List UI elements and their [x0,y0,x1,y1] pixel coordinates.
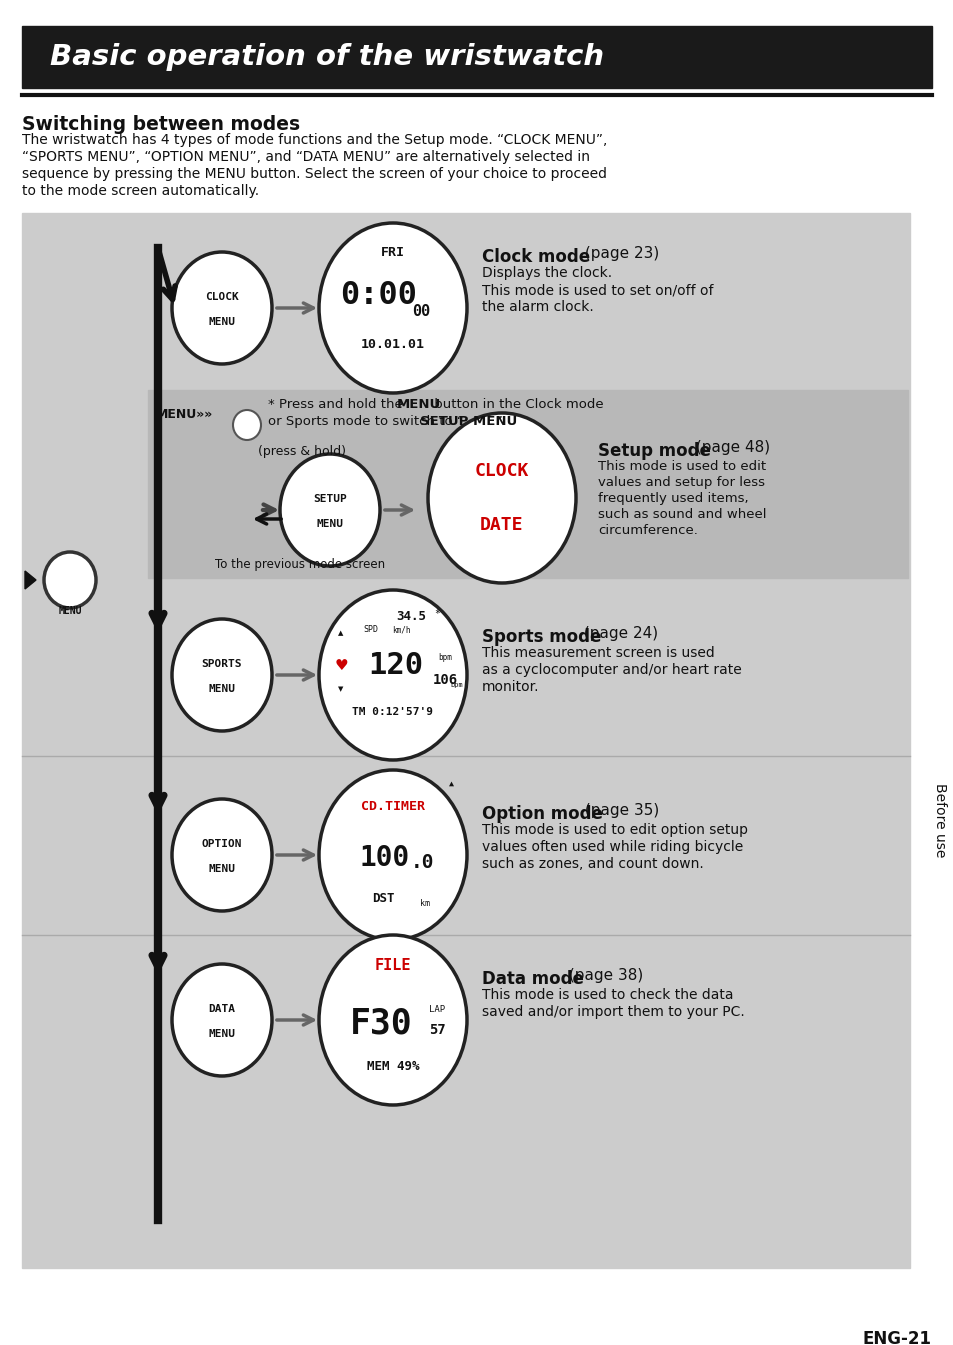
Text: MENU: MENU [209,317,235,327]
Text: 34.5: 34.5 [395,611,426,624]
Text: saved and/or import them to your PC.: saved and/or import them to your PC. [481,1005,744,1020]
Text: TM 0:12'57'9: TM 0:12'57'9 [352,707,433,717]
Text: F30: F30 [350,1007,412,1041]
Text: SETUP: SETUP [313,494,347,504]
Text: This mode is used to set on/off of: This mode is used to set on/off of [481,282,713,297]
Text: LAP: LAP [429,1006,445,1014]
Text: Setup mode: Setup mode [598,443,710,460]
Text: 106: 106 [432,672,457,687]
Text: (page 23): (page 23) [579,246,659,261]
Text: MENU: MENU [209,1029,235,1038]
Text: (page 24): (page 24) [578,625,658,642]
Text: MENU: MENU [396,398,441,412]
Text: FRI: FRI [380,246,405,258]
Text: bpm: bpm [437,652,452,662]
Text: DST: DST [372,893,394,905]
Text: or Sports mode to switch to “: or Sports mode to switch to “ [268,416,463,428]
Text: MENU: MENU [209,863,235,874]
Text: as a cyclocomputer and/or heart rate: as a cyclocomputer and/or heart rate [481,663,741,677]
Text: *: * [434,609,439,619]
Text: ▼: ▼ [338,686,343,691]
Text: DATA: DATA [209,1003,235,1014]
Text: km/h: km/h [392,625,410,635]
Text: ”.: ”. [496,416,506,428]
Ellipse shape [172,619,272,730]
Text: frequently used items,: frequently used items, [598,492,748,504]
Text: 0:00: 0:00 [340,281,417,312]
Text: sequence by pressing the MENU button. Select the screen of your choice to procee: sequence by pressing the MENU button. Se… [22,167,606,182]
Text: such as zones, and count down.: such as zones, and count down. [481,857,703,872]
Text: such as sound and wheel: such as sound and wheel [598,508,765,521]
Text: bpm: bpm [450,682,463,689]
Text: values and setup for less: values and setup for less [598,476,764,490]
Text: (page 48): (page 48) [690,440,769,455]
Ellipse shape [318,935,467,1106]
Ellipse shape [428,413,576,582]
Bar [22,213,909,1268]
Text: SPORTS: SPORTS [201,659,242,668]
Bar [22,26,931,87]
Text: FILE: FILE [375,959,411,974]
Text: “SPORTS MENU”, “OPTION MENU”, and “DATA MENU” are alternatively selected in: “SPORTS MENU”, “OPTION MENU”, and “DATA … [22,151,589,164]
Text: Data mode: Data mode [481,970,583,989]
Text: 10.01.01: 10.01.01 [360,338,424,351]
Text: * Press and hold the: * Press and hold the [268,398,407,412]
Text: ENG-21: ENG-21 [862,1330,931,1345]
Ellipse shape [172,799,272,911]
Text: This mode is used to edit option setup: This mode is used to edit option setup [481,823,747,837]
Text: the alarm clock.: the alarm clock. [481,300,593,313]
Text: The wristwatch has 4 types of mode functions and the Setup mode. “CLOCK MENU”,: The wristwatch has 4 types of mode funct… [22,133,607,147]
Text: (press & hold): (press & hold) [257,445,346,459]
Text: This mode is used to check the data: This mode is used to check the data [481,989,733,1002]
Text: MENU: MENU [58,607,82,616]
Text: values often used while riding bicycle: values often used while riding bicycle [481,841,742,854]
Bar [148,390,907,578]
Text: .0: .0 [411,854,435,873]
Ellipse shape [280,455,379,566]
Text: Switching between modes: Switching between modes [22,116,300,134]
Text: Sports mode: Sports mode [481,628,600,646]
Text: ▲: ▲ [448,779,453,788]
Ellipse shape [44,551,96,608]
Text: This measurement screen is used: This measurement screen is used [481,646,714,660]
Ellipse shape [172,252,272,364]
Ellipse shape [318,590,467,760]
Text: Displays the clock.: Displays the clock. [481,266,612,280]
Text: monitor.: monitor. [481,681,539,694]
Text: 00: 00 [412,304,430,320]
Text: MEM 49%: MEM 49% [366,1060,418,1072]
Text: km: km [419,898,430,908]
Text: Before use: Before use [932,783,946,857]
Text: ♥: ♥ [334,658,348,672]
Ellipse shape [172,964,272,1076]
Text: This mode is used to edit: This mode is used to edit [598,460,765,473]
Text: MENU: MENU [209,685,235,694]
Text: (page 38): (page 38) [563,968,642,983]
Text: 57: 57 [428,1024,445,1037]
Text: OPTION: OPTION [201,839,242,849]
Text: CLOCK: CLOCK [475,461,529,480]
Text: CD.TIMER: CD.TIMER [360,800,424,814]
Text: SPD: SPD [363,625,378,635]
Text: 100: 100 [359,845,410,872]
Text: ▲: ▲ [338,629,343,636]
Text: SETUP MENU: SETUP MENU [419,416,517,428]
Polygon shape [25,572,36,589]
Text: to the mode screen automatically.: to the mode screen automatically. [22,184,259,198]
Text: MENU»»: MENU»» [156,408,213,421]
Text: To the previous mode screen: To the previous mode screen [214,558,385,572]
Text: 120: 120 [368,651,423,679]
Text: (page 35): (page 35) [579,803,659,818]
Text: CLOCK: CLOCK [205,292,238,303]
Text: Option mode: Option mode [481,806,602,823]
Text: Basic operation of the wristwatch: Basic operation of the wristwatch [50,43,603,71]
Text: Clock mode: Clock mode [481,247,590,266]
Text: button in the Clock mode: button in the Clock mode [430,398,603,412]
Text: DATE: DATE [479,516,523,534]
Ellipse shape [318,769,467,940]
Ellipse shape [318,223,467,393]
Ellipse shape [233,410,261,440]
Text: circumference.: circumference. [598,525,698,537]
Text: MENU: MENU [316,519,343,529]
